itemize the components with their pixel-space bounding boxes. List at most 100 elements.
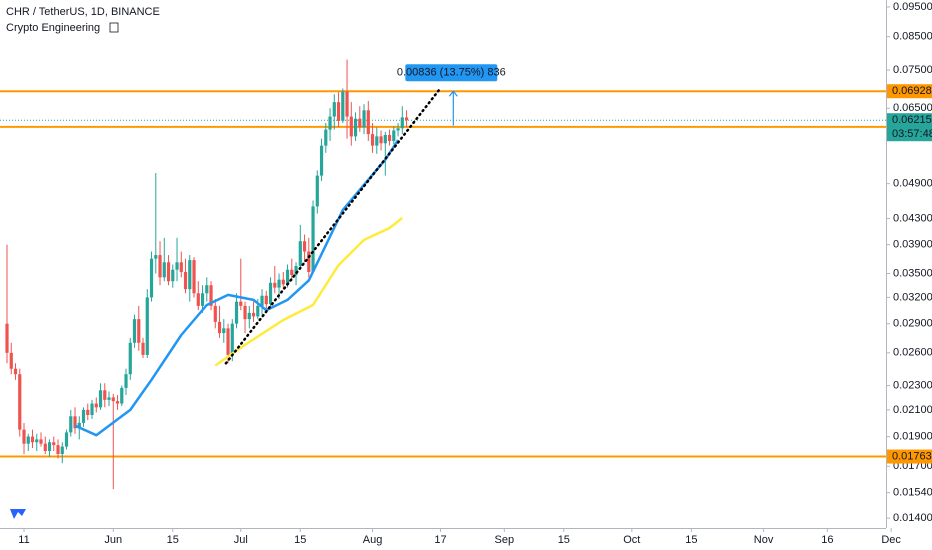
candle-body	[358, 118, 362, 128]
measure-text: 0.00836 (13.75%) 836	[397, 67, 506, 79]
y-tick-label: 0.03200	[893, 291, 932, 303]
candle-body	[370, 134, 375, 146]
candle-body	[362, 110, 366, 128]
y-tick-label: 0.02900	[893, 318, 932, 330]
level-label-box	[887, 449, 932, 464]
price-label: 0.06215	[892, 114, 932, 126]
candle-body	[5, 323, 9, 353]
candle-body	[196, 293, 200, 306]
candle-body	[69, 416, 73, 433]
candle-body	[166, 262, 171, 282]
x-tick-label: Dec	[881, 534, 901, 546]
candle-body	[47, 442, 52, 452]
candle-body	[290, 269, 294, 276]
x-tick-label: Aug	[363, 534, 383, 546]
candle-body	[103, 390, 107, 400]
candle-body	[111, 397, 115, 402]
level-label: 0.06928	[892, 85, 932, 97]
candle-body	[171, 269, 175, 282]
candle-body	[77, 422, 81, 429]
y-tick-label: 0.01900	[893, 430, 932, 442]
trendline	[224, 86, 442, 365]
candle-body	[145, 297, 149, 355]
candle-body	[209, 285, 213, 306]
candle-body	[247, 312, 251, 320]
y-tick-label: 0.01540	[893, 487, 932, 499]
x-tick-label: 17	[434, 534, 446, 546]
candle-body	[128, 342, 132, 375]
candle-body	[35, 439, 39, 443]
candle-body	[52, 442, 56, 446]
candle-body	[43, 443, 47, 452]
candle-body	[137, 319, 141, 343]
candle-body	[217, 321, 222, 334]
candle-body	[81, 409, 86, 423]
y-tick-label: 0.02600	[893, 347, 932, 359]
x-tick-label: 15	[294, 534, 306, 546]
y-tick-label: 0.08500	[893, 31, 932, 43]
symbol-title: CHR / TetherUS, 1D, BINANCE	[6, 6, 160, 18]
candle-body	[22, 429, 26, 444]
candle-body	[307, 251, 311, 272]
candle-body	[226, 328, 230, 355]
candle-body	[86, 409, 90, 415]
y-tick-label: 0.04900	[893, 178, 932, 190]
candle-body	[183, 271, 188, 290]
candle-body	[319, 145, 324, 176]
candle-body	[315, 175, 319, 207]
candle-body	[141, 342, 145, 355]
candle-body	[200, 293, 205, 306]
candle-body	[98, 390, 103, 408]
x-tick-label: 15	[558, 534, 570, 546]
y-tick-label: 0.04300	[893, 212, 932, 224]
measure-arrowhead	[448, 90, 458, 97]
candle-body	[294, 265, 298, 276]
candle-body	[179, 262, 183, 272]
candle-body	[392, 130, 396, 141]
candle-body	[107, 397, 111, 400]
x-tick-label: 15	[167, 534, 179, 546]
candle-body	[285, 269, 290, 285]
candle-body	[375, 136, 379, 146]
candle-body	[298, 241, 302, 266]
level-label: 0.01763	[892, 450, 932, 462]
candle-body	[120, 387, 124, 404]
candle-body	[64, 432, 69, 447]
candle-body	[341, 91, 345, 121]
candle-body	[188, 260, 192, 290]
y-tick-label: 0.01400	[893, 512, 932, 524]
candle-body	[281, 279, 285, 285]
x-tick-label: Sep	[495, 534, 515, 546]
candle-body	[60, 446, 64, 454]
candle-body	[273, 282, 277, 288]
y-tick-label: 0.03900	[893, 239, 932, 251]
candle-body	[39, 439, 43, 444]
y-tick-label: 0.07500	[893, 64, 932, 76]
candle-body	[162, 262, 166, 278]
candle-body	[243, 305, 247, 320]
candle-body	[400, 117, 404, 129]
x-tick-label: Oct	[623, 534, 640, 546]
candle-body	[213, 305, 217, 322]
measure-box	[405, 64, 498, 82]
y-tick-label: 0.09500	[893, 1, 932, 13]
level-label-box	[887, 84, 932, 99]
candle-body	[311, 206, 315, 272]
x-tick-label: Jul	[234, 534, 248, 546]
candle-body	[260, 295, 264, 306]
candle-body	[205, 285, 209, 294]
candle-body	[26, 436, 30, 444]
candle-body	[222, 328, 226, 334]
candle-body	[336, 102, 341, 121]
candle-body	[379, 136, 383, 144]
candle-body	[383, 134, 387, 144]
candle-body	[256, 305, 260, 317]
candle-body	[94, 403, 98, 408]
x-tick-label: 11	[18, 534, 29, 546]
candle-body	[175, 262, 179, 270]
candle-body	[149, 258, 154, 298]
candle-body	[277, 279, 281, 288]
candle-body	[115, 401, 120, 404]
candle-body	[353, 118, 358, 137]
